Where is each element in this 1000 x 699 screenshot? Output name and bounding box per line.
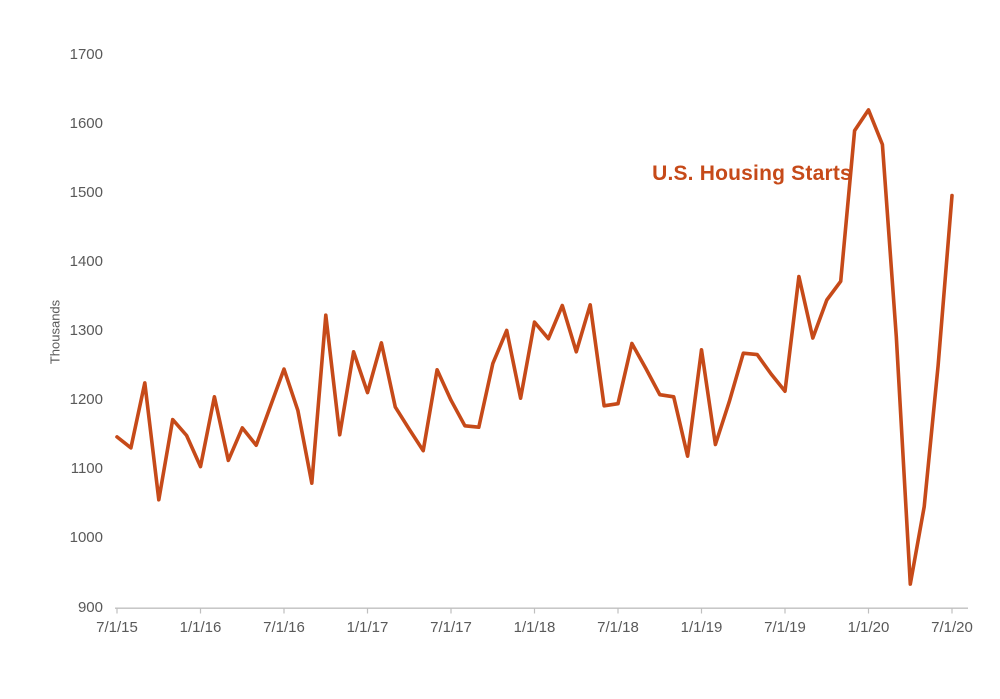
x-tick-label: 1/1/19 xyxy=(680,619,723,636)
y-tick-label: 1100 xyxy=(70,460,103,478)
y-tick-label: 900 xyxy=(77,598,103,616)
y-tick-label: 1700 xyxy=(69,45,103,63)
x-tick-label: 1/1/17 xyxy=(346,619,389,636)
x-tick-label: 7/1/17 xyxy=(430,619,472,636)
y-tick-label: 1000 xyxy=(69,529,103,547)
x-tick-label: 1/1/16 xyxy=(179,619,222,636)
x-tick-label: 7/1/16 xyxy=(263,619,305,636)
x-tick-label: 1/1/18 xyxy=(513,619,556,636)
y-tick-label: 1300 xyxy=(69,322,103,340)
y-tick-label: 1600 xyxy=(69,114,103,132)
x-tick-label: 7/1/19 xyxy=(764,619,806,636)
x-tick-label: 7/1/15 xyxy=(96,619,138,636)
y-tick-label: 1500 xyxy=(69,183,103,201)
housing-starts-line xyxy=(115,108,954,586)
chart-title: U.S. Housing Starts xyxy=(652,162,852,185)
y-tick-label: 1400 xyxy=(69,252,103,270)
x-tick-label: 1/1/20 xyxy=(847,619,890,636)
x-tick-label: 7/1/20 xyxy=(931,619,973,636)
y-tick-label: 1200 xyxy=(69,391,103,409)
x-tick-label: 7/1/18 xyxy=(597,619,639,636)
